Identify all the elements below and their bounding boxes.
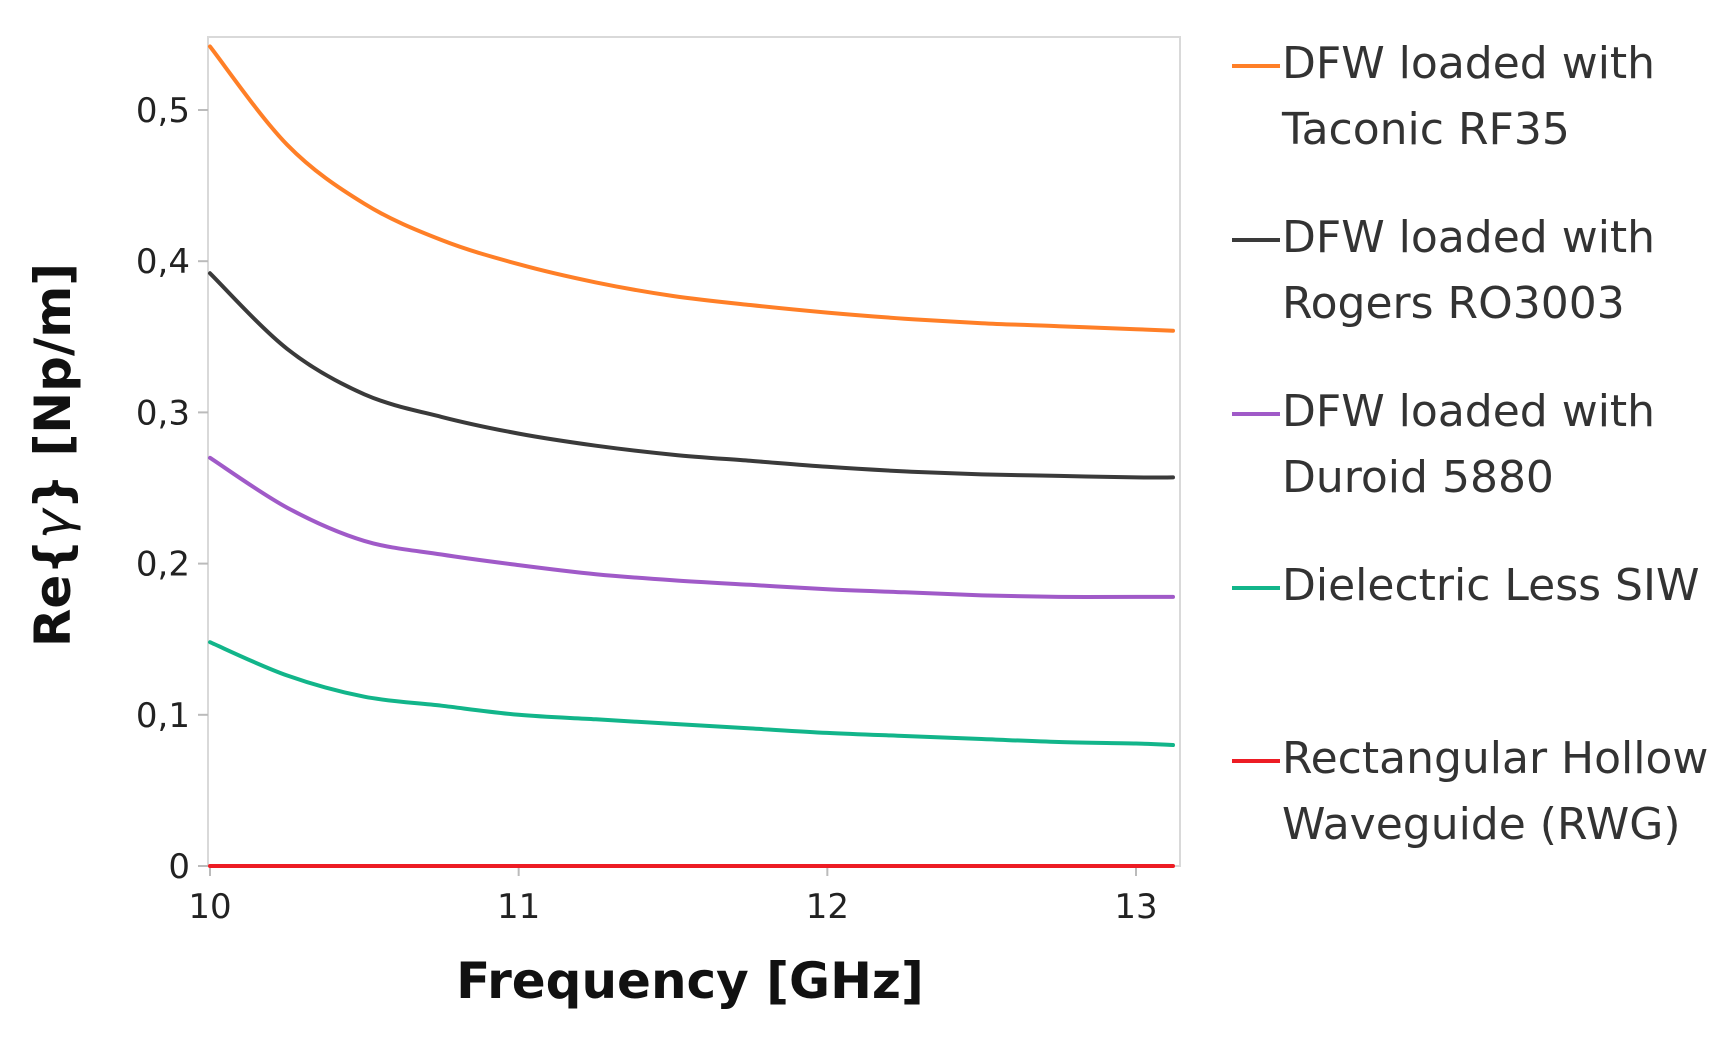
legend-label: Dielectric Less SIW (1282, 560, 1699, 611)
y-axis-title: Re{γ} [Np/m] (24, 263, 82, 647)
x-axis-title: Frequency [GHz] (456, 952, 924, 1010)
y-tick-label: 0 (168, 847, 190, 887)
x-tick-label: 13 (1114, 887, 1157, 927)
legend-item-3: DFW loaded with Duroid 5880 (1232, 386, 1655, 503)
legend-label: DFW loaded with (1282, 386, 1655, 437)
series-line-3 (208, 455, 1175, 599)
legend-label: Duroid 5880 (1282, 452, 1554, 503)
series-line-2 (208, 271, 1175, 480)
y-tick-label: 0,5 (136, 91, 190, 131)
legend-label: Waveguide (RWG) (1282, 799, 1681, 850)
y-tick-label: 0,1 (136, 696, 190, 736)
legend-label: DFW loaded with (1282, 38, 1655, 89)
legend-label: Taconic RF35 (1281, 104, 1570, 155)
x-tick-label: 12 (806, 887, 849, 927)
y-axis-title-symbol: γ (24, 507, 82, 539)
x-tick-label: 11 (497, 887, 540, 927)
y-tick-label: 0,4 (136, 242, 190, 282)
legend-item-5: Rectangular Hollow Waveguide (RWG) (1232, 733, 1708, 850)
series-line-4 (208, 640, 1175, 747)
y-tick-label: 0,2 (136, 545, 190, 585)
legend-item-1: DFW loaded with Taconic RF35 (1232, 38, 1655, 155)
y-tick-label: 0,3 (136, 393, 190, 433)
y-axis-title-prefix: Re{ (24, 539, 82, 647)
legend-label: DFW loaded with (1282, 212, 1655, 263)
legend-label: Rectangular Hollow (1282, 733, 1708, 784)
series-line-1 (208, 44, 1175, 333)
x-tick-label: 10 (188, 887, 231, 927)
legend-item-2: DFW loaded with Rogers RO3003 (1232, 212, 1655, 329)
y-axis-title-suffix: } [Np/m] (24, 263, 82, 510)
legend-item-4: Dielectric Less SIW (1232, 560, 1699, 611)
legend-label: Rogers RO3003 (1282, 278, 1625, 329)
